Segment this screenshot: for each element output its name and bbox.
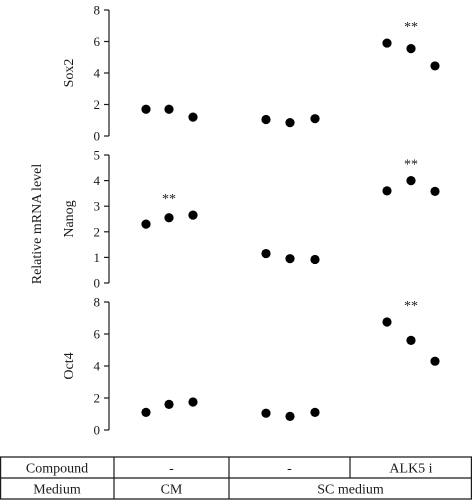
data-point	[382, 317, 392, 327]
data-point	[261, 114, 271, 125]
y-tick-label: 4	[94, 359, 101, 374]
data-point	[164, 213, 174, 223]
table-cell: CM	[161, 483, 183, 498]
y-tick-label: 5	[94, 148, 101, 163]
data-point	[188, 210, 198, 220]
data-point	[430, 186, 440, 196]
data-point	[141, 104, 151, 114]
y-tick-label: 0	[94, 276, 101, 291]
data-point	[430, 356, 440, 366]
y-axis-label: Oct4	[62, 352, 77, 379]
chart-panels: 0 2 4 6 8 Sox2 ** 0 1 2 3 4 5 Nanog ** ** 0 2 4 6 8 Oct4 **	[62, 3, 440, 438]
y-tick-label: 1	[94, 250, 101, 265]
data-point	[164, 399, 174, 409]
data-point	[141, 219, 151, 229]
data-point	[406, 335, 416, 345]
table-cell: -	[169, 462, 174, 477]
significance-marker: **	[404, 20, 418, 35]
panel-nanog: 0 1 2 3 4 5 Nanog ** **	[62, 148, 440, 291]
y-tick-label: 2	[94, 391, 101, 406]
shared-y-axis-label: Relative mRNA level	[30, 164, 45, 285]
data-point	[285, 254, 295, 264]
data-point	[406, 176, 416, 186]
data-point	[261, 408, 271, 418]
significance-marker: **	[404, 158, 418, 173]
table-row-label: Compound	[26, 462, 88, 477]
data-point	[188, 397, 198, 407]
data-point	[188, 112, 198, 122]
y-tick-label: 6	[94, 34, 101, 49]
data-point	[430, 61, 440, 71]
data-point	[310, 254, 320, 265]
data-point	[382, 38, 392, 48]
y-axis-label: Sox2	[62, 59, 77, 88]
data-point	[261, 248, 271, 259]
data-point	[406, 43, 416, 54]
significance-marker: **	[404, 299, 418, 314]
table-cell: ALK5 i	[389, 462, 432, 477]
data-point	[141, 407, 151, 417]
data-point	[310, 114, 320, 124]
table-cell: -	[287, 462, 292, 477]
y-tick-label: 0	[94, 423, 101, 438]
condition-table: Compound - - ALK5 i Medium CM SC medium	[0, 456, 472, 500]
data-point	[164, 104, 174, 114]
significance-marker: **	[162, 192, 176, 207]
panel-oct4: 0 2 4 6 8 Oct4 **	[62, 295, 440, 438]
y-tick-label: 4	[94, 173, 101, 188]
table-cell: SC medium	[317, 483, 384, 498]
data-point	[285, 411, 295, 421]
data-point	[285, 118, 295, 128]
y-tick-label: 2	[94, 97, 101, 112]
y-tick-label: 2	[94, 224, 101, 239]
y-tick-label: 8	[94, 3, 101, 18]
y-tick-label: 3	[94, 199, 101, 214]
y-axis-label: Nanog	[62, 200, 77, 237]
panel-sox2: 0 2 4 6 8 Sox2 **	[62, 3, 440, 144]
y-tick-label: 8	[94, 295, 101, 310]
data-point	[310, 407, 320, 417]
y-tick-label: 4	[94, 66, 101, 81]
table-row-label: Medium	[33, 483, 81, 498]
y-tick-label: 0	[94, 129, 101, 144]
y-tick-label: 6	[94, 327, 101, 342]
data-point	[382, 186, 392, 196]
